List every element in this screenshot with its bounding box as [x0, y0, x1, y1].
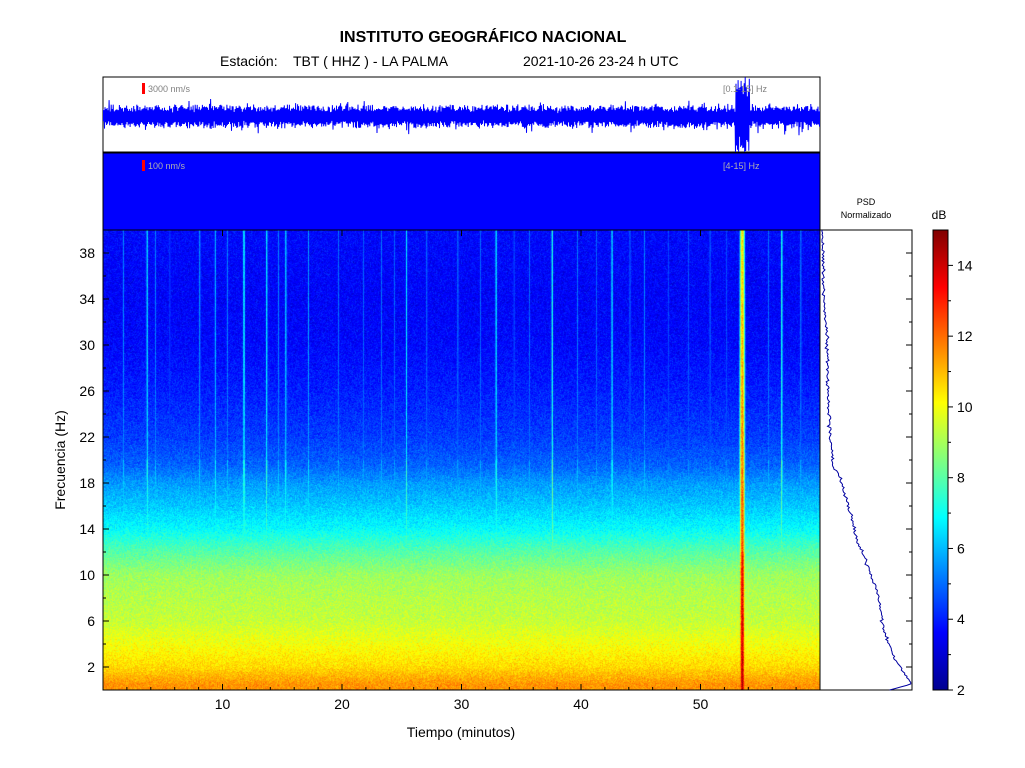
y-axis-title: Frecuencia (Hz) [52, 410, 68, 510]
y-tick-label: 10 [79, 567, 95, 583]
y-tick-label: 14 [79, 521, 95, 537]
colorbar-tick-label: 8 [957, 470, 965, 486]
x-tick-label: 50 [693, 696, 709, 712]
station-label: TBT ( HHZ ) - LA PALMA [293, 53, 449, 69]
waveform-panel-broadband: 3000 nm/s [0.1-15] Hz [102, 76, 821, 153]
waveform-filter-label: [0.1-15] Hz [723, 84, 768, 94]
y-tick-label: 26 [79, 383, 95, 399]
colorbar-tick-label: 14 [957, 257, 973, 273]
psd-curve [821, 230, 912, 691]
waveform-panel-filtered: 100 nm/s [4-15] Hz [102, 152, 821, 231]
waveform-trace [103, 77, 820, 152]
scale-bar-icon [142, 83, 145, 94]
x-tick-label: 40 [573, 696, 589, 712]
x-tick-label: 30 [454, 696, 470, 712]
x-tick-label: 10 [215, 696, 231, 712]
y-tick-label: 18 [79, 475, 95, 491]
colorbar-tick-label: 12 [957, 328, 973, 344]
institute-title: INSTITUTO GEOGRÁFICO NACIONAL [340, 27, 627, 46]
colorbar-tick-label: 2 [957, 682, 965, 698]
colorbar: 2 4 6 8 10 12 14 dB [932, 208, 973, 698]
scale-bar-icon [142, 160, 145, 171]
psd-title: PSD [857, 197, 876, 207]
station-prefix: Estación: [220, 53, 278, 69]
colorbar-tick-label: 4 [957, 611, 965, 627]
waveform-filter-label: [4-15] Hz [723, 161, 760, 171]
spectrogram-image [103, 230, 820, 690]
y-tick-label: 30 [79, 337, 95, 353]
colorbar-tick-label: 10 [957, 399, 973, 415]
x-tick-label: 20 [334, 696, 350, 712]
y-tick-label: 6 [87, 613, 95, 629]
datetime-label: 2021-10-26 23-24 h UTC [523, 53, 679, 69]
waveform-scale-label: 3000 nm/s [148, 84, 191, 94]
y-tick-label: 22 [79, 429, 95, 445]
colorbar-label: dB [932, 208, 947, 222]
y-tick-label: 34 [79, 291, 95, 307]
x-axis-title: Tiempo (minutos) [407, 724, 515, 740]
waveform-scale-label: 100 nm/s [148, 161, 186, 171]
y-tick-label: 2 [87, 659, 95, 675]
psd-subtitle: Normalizado [841, 210, 892, 220]
y-tick-label: 38 [79, 245, 95, 261]
psd-panel: PSD Normalizado [819, 197, 913, 691]
colorbar-tick-label: 6 [957, 540, 965, 556]
